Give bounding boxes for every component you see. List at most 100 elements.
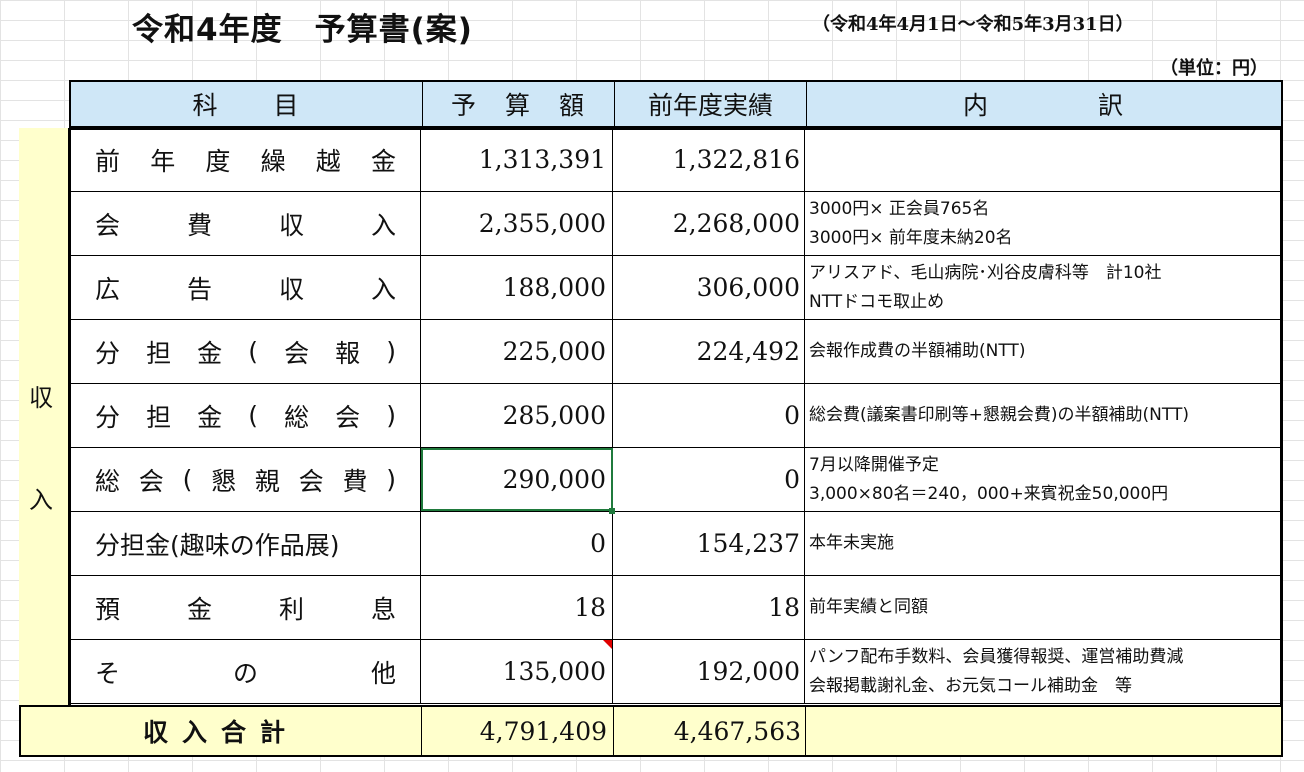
header-breakdown[interactable]: 内 訳	[962, 91, 1125, 120]
cell-subject[interactable]: 前年度繰越金	[69, 128, 421, 191]
table-row: 預金利息 18 18 前年実績と同額	[69, 576, 1283, 640]
cell-previous[interactable]: 0	[613, 384, 805, 447]
cell-budget[interactable]: 2,355,000	[421, 192, 613, 255]
cell-previous[interactable]: 18	[613, 576, 805, 639]
subject-char: )	[386, 401, 396, 430]
subject-char: 広	[95, 274, 121, 304]
cell-breakdown[interactable]: 7月以降開催予定 3,000×80名＝240，000+来賓祝金50,000円	[805, 448, 1283, 511]
section-label-char: 入	[29, 486, 53, 514]
table-header: 科 目 予 算 額 前年度実績 内 訳	[69, 80, 1283, 128]
subject-char: (	[248, 337, 258, 366]
breakdown-line: NTTドコモ取止め	[809, 291, 945, 312]
subject-char: 度	[205, 146, 231, 176]
subject-char: 会	[335, 402, 361, 432]
subject-char: 繰	[260, 146, 286, 176]
total-previous[interactable]: 4,467,563	[614, 707, 806, 755]
breakdown-line: 会報掲載謝礼金、お元気コール補助金 等	[809, 675, 1132, 696]
subject-char: 収	[278, 210, 304, 240]
breakdown-line: 本年未実施	[809, 533, 894, 553]
subject-char: 金	[197, 338, 223, 368]
subject-char: 息	[370, 594, 396, 624]
cell-subject[interactable]: 会費収入	[69, 192, 421, 255]
breakdown-line: 会報作成費の半額補助(NTT)	[809, 341, 1026, 361]
subject-char: 収	[278, 274, 304, 304]
currency-unit[interactable]: （単位：円）	[1160, 58, 1268, 79]
breakdown-line: アリスアド、毛山病院･刈谷皮膚科等 計10社	[809, 262, 1162, 283]
subject-char: 担	[146, 338, 172, 368]
subject-char: 入	[370, 210, 396, 240]
cell-subject[interactable]: 総会(懇親会費)	[69, 448, 421, 511]
cell-breakdown[interactable]: 総会費(議案書印刷等+懇親会費)の半額補助(NTT)	[805, 384, 1283, 447]
cell-subject[interactable]: 預金利息	[69, 576, 421, 639]
cell-previous[interactable]: 0	[613, 448, 805, 511]
selection-fill-handle[interactable]	[609, 508, 615, 514]
subject-char: 分	[95, 338, 121, 368]
breakdown-line: 総会費(議案書印刷等+懇親会費)の半額補助(NTT)	[809, 405, 1189, 425]
cell-breakdown[interactable]: 会報作成費の半額補助(NTT)	[805, 320, 1283, 383]
cell-subject[interactable]: 分担金 ( 会報)	[69, 320, 421, 383]
subject-char: 会	[284, 338, 310, 368]
cell-breakdown[interactable]: アリスアド、毛山病院･刈谷皮膚科等 計10社 NTTドコモ取止め	[805, 256, 1283, 319]
cell-budget[interactable]: 285,000	[421, 384, 613, 447]
breakdown-line: 前年実績と同額	[809, 597, 928, 617]
cell-subject[interactable]: 分担金 (総会)	[69, 384, 421, 447]
header-previous[interactable]: 前年度実績	[615, 82, 807, 126]
subject-char: 利	[278, 594, 304, 624]
table-row: 前年度繰越金 1,313,391 1,322,816	[69, 128, 1283, 192]
total-breakdown[interactable]	[806, 707, 1281, 755]
cell-breakdown[interactable]: パンフ配布手数料、会員獲得報奨、運営補助費減 会報掲載謝礼金、お元気コール補助金 …	[805, 640, 1283, 703]
subject-char: 費	[342, 466, 368, 496]
subject-char: (	[182, 465, 193, 494]
cell-budget[interactable]: 188,000	[421, 256, 613, 319]
subject-char: 会	[95, 210, 121, 240]
subject-char: 預	[95, 594, 121, 624]
breakdown-line: 3,000×80名＝240，000+来賓祝金50,000円	[809, 483, 1169, 504]
fiscal-period[interactable]: （令和4年4月1日～令和5年3月31日）	[812, 14, 1134, 35]
cell-breakdown[interactable]: 前年実績と同額	[805, 576, 1283, 639]
cell-breakdown[interactable]	[805, 128, 1283, 191]
header-budget[interactable]: 予 算 額	[423, 82, 615, 126]
total-budget[interactable]: 4,791,409	[422, 707, 614, 755]
income-section-label[interactable]: 収 入	[19, 128, 70, 705]
cell-previous[interactable]: 2,268,000	[613, 192, 805, 255]
subject-char: )	[386, 337, 396, 366]
subject-char: 担	[146, 402, 172, 432]
subject-char: そ	[95, 658, 121, 688]
income-total-row: 収入合計 4,791,409 4,467,563	[19, 705, 1283, 757]
table-row: 分担金(趣味の作品展) 0 154,237 本年未実施	[69, 512, 1283, 576]
cell-budget[interactable]: 135,000	[421, 640, 613, 703]
cell-previous[interactable]: 192,000	[613, 640, 805, 703]
cell-budget[interactable]: 290,000	[421, 448, 613, 511]
subject-char: 総	[95, 466, 121, 496]
subject-char: 報	[335, 338, 361, 368]
cell-budget[interactable]: 0	[421, 512, 613, 575]
subject-char: の	[232, 658, 258, 688]
cell-previous[interactable]: 224,492	[613, 320, 805, 383]
subject-char: 懇	[211, 466, 237, 496]
cell-budget[interactable]: 225,000	[421, 320, 613, 383]
subject-char: 会	[298, 466, 324, 496]
breakdown-line: パンフ配布手数料、会員獲得報奨、運営補助費減	[809, 646, 1184, 667]
cell-subject[interactable]: 広告収入	[69, 256, 421, 319]
cell-previous[interactable]: 306,000	[613, 256, 805, 319]
cell-breakdown[interactable]: 3000円× 正会員765名 3000円× 前年度未納20名	[805, 192, 1283, 255]
sheet-title[interactable]: 令和4年度 予算書(案)	[132, 12, 473, 48]
cell-subject[interactable]: その他	[69, 640, 421, 703]
cell-previous[interactable]: 1,322,816	[613, 128, 805, 191]
cell-previous[interactable]: 154,237	[613, 512, 805, 575]
subject-char: 前	[95, 146, 121, 176]
subject-char: 総	[284, 402, 310, 432]
table-row: そ の 他 135,000 192,000 パンフ配布手数料、会員獲得報奨、運営補助費減会…	[69, 640, 1283, 704]
cell-breakdown[interactable]: 本年未実施	[805, 512, 1283, 575]
table-row: 分担金 ( 会報) 225,000 224,492 会報作成費の半額補助(NTT)	[69, 320, 1283, 384]
header-subject[interactable]: 科 目	[71, 82, 423, 126]
cell-budget[interactable]: 18	[421, 576, 613, 639]
subject-char: 会	[138, 466, 164, 496]
total-label[interactable]: 収入合計	[21, 707, 422, 755]
cell-budget[interactable]: 1,313,391	[421, 128, 613, 191]
cell-subject[interactable]: 分担金(趣味の作品展)	[69, 512, 421, 575]
cell-comment-indicator[interactable]	[603, 640, 612, 649]
breakdown-line: 3000円× 正会員765名	[809, 198, 990, 219]
subject-char: 年	[150, 146, 176, 176]
income-section-frame	[19, 128, 1282, 757]
